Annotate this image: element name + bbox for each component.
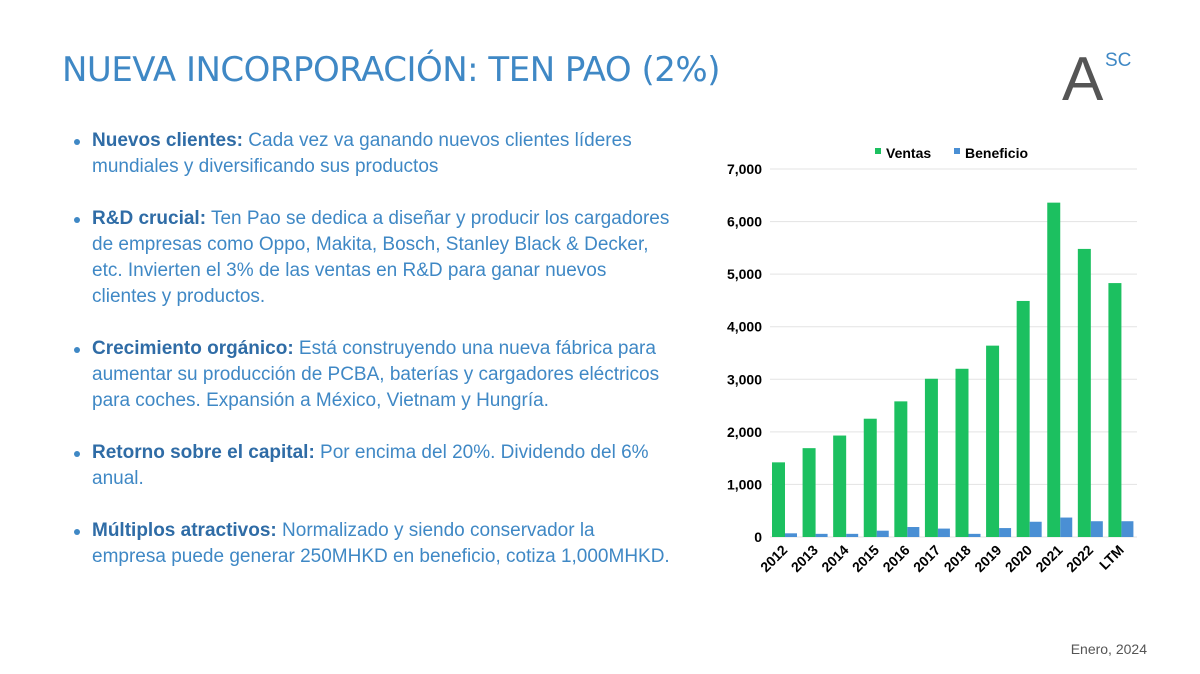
bullet-text: Está construyendo una nueva fábrica para…	[92, 338, 660, 411]
bullet-text: Por encima del 20%. Dividendo del 6% anu…	[92, 442, 649, 489]
bar-beneficio	[968, 533, 981, 537]
bar-beneficio	[999, 528, 1012, 537]
bar-ventas	[986, 345, 1000, 537]
bar-ventas	[1016, 300, 1030, 537]
legend-label: Ventas	[886, 145, 931, 161]
bullet-item: Crecimiento orgánico: Está construyendo …	[72, 336, 672, 414]
bullet-list: Nuevos clientes: Cada vez va ganando nue…	[72, 128, 672, 596]
x-tick-label: 2017	[910, 542, 943, 575]
bullet-text: Normalizado y siendo conservador la empr…	[92, 520, 670, 567]
bar-ventas	[833, 435, 847, 537]
bullet-item: R&D crucial: Ten Pao se dedica a diseñar…	[72, 206, 672, 310]
bullet-lead: Retorno sobre el capital:	[92, 442, 315, 463]
x-tick-label: 2020	[1002, 542, 1035, 575]
bullet-lead: R&D crucial:	[92, 208, 207, 229]
y-tick-label: 4,000	[727, 319, 762, 335]
logo-superscript: SC	[1105, 50, 1131, 71]
bullet-dot	[74, 529, 80, 535]
bar-beneficio	[907, 527, 920, 537]
slide-title: NUEVA INCORPORACIÓN: TEN PAO (2%)	[62, 50, 720, 90]
x-tick-label: 2012	[757, 542, 790, 575]
bullet-text: Ten Pao se dedica a diseñar y producir l…	[92, 208, 670, 307]
bar-beneficio	[937, 528, 950, 537]
x-tick-label: LTM	[1096, 542, 1127, 573]
bar-ventas	[863, 418, 877, 537]
logo-letter: A	[1062, 45, 1104, 104]
bar-beneficio	[1029, 521, 1042, 537]
bar-beneficio	[1090, 521, 1103, 537]
x-tick-label: 2016	[879, 542, 912, 575]
x-tick-label: 2018	[941, 542, 974, 575]
bullet-item: Múltiplos atractivos: Normalizado y sien…	[72, 518, 672, 570]
y-tick-label: 2,000	[727, 424, 762, 440]
bullet-lead: Múltiplos atractivos:	[92, 520, 277, 541]
bullet-dot	[74, 139, 80, 145]
y-tick-label: 0	[754, 529, 762, 545]
y-tick-label: 5,000	[727, 266, 762, 282]
bar-ventas	[772, 462, 785, 537]
bullet-dot	[74, 217, 80, 223]
bar-beneficio	[785, 533, 797, 537]
legend-swatch	[875, 148, 881, 154]
x-tick-label: 2015	[849, 542, 882, 575]
bullet-item: Retorno sobre el capital: Por encima del…	[72, 440, 672, 492]
bar-ventas	[1077, 248, 1091, 537]
bar-ventas	[1047, 202, 1061, 537]
x-tick-label: 2014	[818, 542, 851, 575]
slide-date: Enero, 2024	[1070, 641, 1147, 657]
bullet-text: Cada vez va ganando nuevos clientes líde…	[92, 130, 632, 177]
revenue-profit-bar-chart: 0 1,000 2,000 3,000 4,000 5,000 6,000 7,000 2012…	[727, 145, 1137, 575]
y-tick-label: 3,000	[727, 371, 762, 387]
bar-beneficio	[815, 533, 828, 537]
x-tick-label: 2022	[1063, 542, 1096, 575]
x-tick-label: 2021	[1032, 542, 1065, 575]
bullet-dot	[74, 451, 80, 457]
bar-ventas	[894, 401, 908, 537]
bar-beneficio	[1121, 521, 1134, 537]
bar-beneficio	[1060, 517, 1073, 537]
bullet-dot	[74, 347, 80, 353]
bullet-lead: Crecimiento orgánico:	[92, 338, 294, 359]
y-tick-label: 6,000	[727, 214, 762, 230]
bar-beneficio	[846, 533, 859, 537]
x-tick-label: 2019	[971, 542, 1004, 575]
bar-ventas	[802, 448, 816, 537]
legend-label: Beneficio	[965, 145, 1028, 161]
legend-swatch	[954, 148, 960, 154]
bar-beneficio	[876, 530, 889, 537]
brand-logo: A SC	[1062, 44, 1142, 114]
bar-ventas	[955, 368, 969, 537]
bullet-lead: Nuevos clientes:	[92, 130, 243, 151]
y-tick-label: 7,000	[727, 161, 762, 177]
bar-ventas	[1108, 283, 1122, 537]
bullet-item: Nuevos clientes: Cada vez va ganando nue…	[72, 128, 672, 180]
bar-ventas	[924, 378, 938, 537]
y-tick-label: 1,000	[727, 476, 762, 492]
x-tick-label: 2013	[788, 542, 821, 575]
